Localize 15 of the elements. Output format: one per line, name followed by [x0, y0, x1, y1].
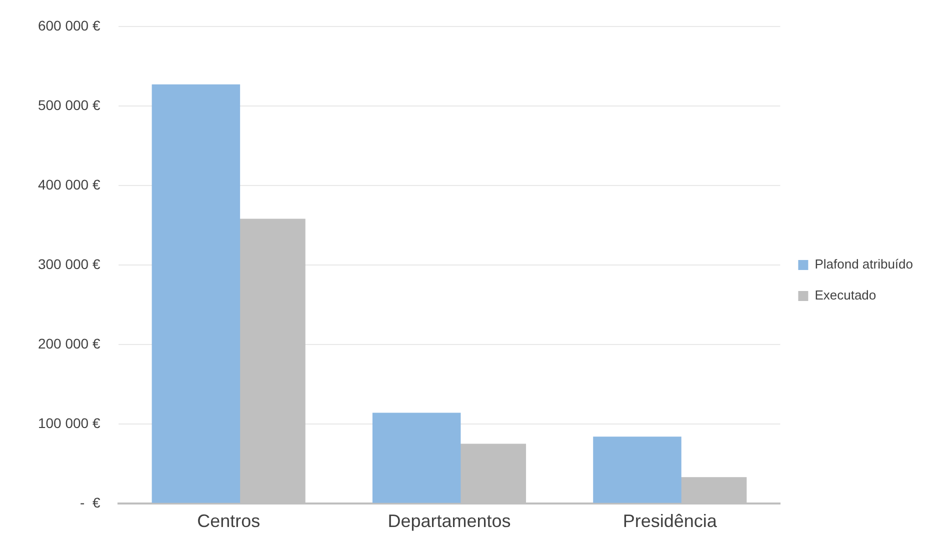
y-tick-label: 100 000 € — [38, 414, 100, 431]
x-tick-label: Departamentos — [388, 511, 511, 532]
y-tick-label: 400 000 € — [38, 176, 100, 192]
bar — [152, 84, 240, 503]
bar — [593, 436, 682, 503]
y-tick-label: 500 000 € — [38, 96, 100, 113]
legend-label: Plafond atribuído — [814, 256, 914, 272]
y-tick-label: 200 000 € — [38, 335, 100, 352]
y-tick-label: 600 000 € — [38, 17, 100, 34]
y-tick-label: 300 000 € — [38, 256, 100, 272]
x-tick-label: Presidência — [622, 511, 718, 532]
x-tick-label: Centros — [197, 511, 260, 532]
legend-label: Executado — [814, 288, 876, 303]
bar — [372, 412, 461, 503]
y-tick-label: - € — [80, 494, 100, 510]
